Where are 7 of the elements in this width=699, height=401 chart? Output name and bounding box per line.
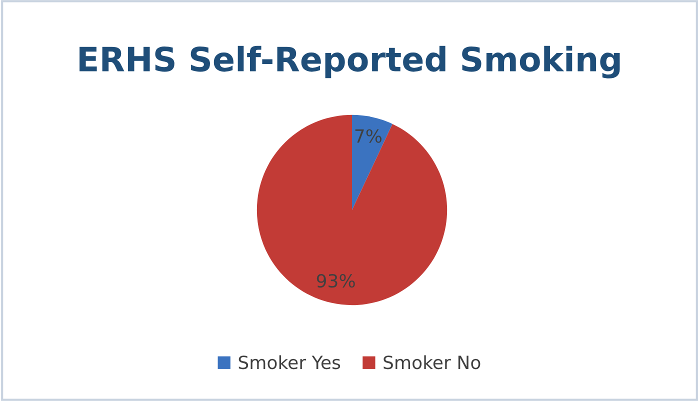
pie-slice: [256, 114, 448, 306]
data-label: 7%: [355, 129, 382, 143]
legend-label: Smoker Yes: [238, 355, 340, 370]
pie-slice: [352, 114, 392, 210]
data-label: 93%: [316, 274, 355, 288]
legend-label: Smoker No: [384, 355, 480, 370]
chart-title: ERHS Self-Reported Smoking: [80, 46, 620, 78]
